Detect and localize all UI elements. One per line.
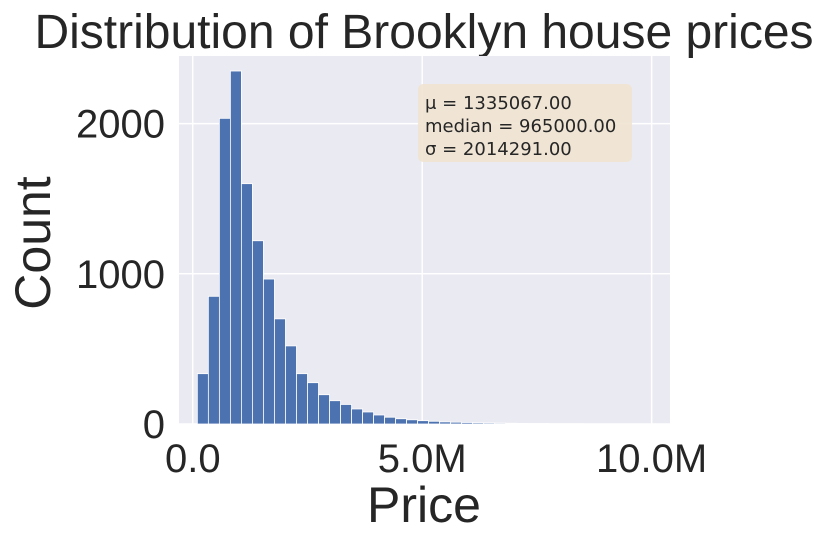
- histogram-bar: [351, 408, 363, 425]
- histogram-bar: [395, 418, 408, 425]
- x-tick-label: 10.0M: [596, 437, 707, 481]
- histogram-bar: [274, 318, 286, 425]
- y-tick-label: 2000: [76, 103, 165, 147]
- histogram-bar: [494, 422, 507, 425]
- histogram-bar: [318, 394, 330, 425]
- chart-title: Distribution of Brooklyn house prices: [34, 6, 813, 59]
- histogram-bar: [450, 421, 463, 425]
- x-tick-label: 0.0: [165, 437, 221, 481]
- histogram-bar: [329, 400, 341, 425]
- x-axis-label: Price: [367, 477, 481, 533]
- stats-mean: μ = 1335067.00: [425, 93, 572, 114]
- histogram-bar: [483, 422, 496, 425]
- histogram-bar: [263, 278, 275, 425]
- histogram-bar: [218, 117, 231, 425]
- histogram-bar: [285, 345, 297, 425]
- histogram-bar: [362, 411, 374, 425]
- y-tick-label: 0: [143, 403, 165, 447]
- stats-box-background: [418, 84, 632, 162]
- histogram-bar: [307, 382, 319, 425]
- histogram-bar: [207, 295, 220, 425]
- histogram-bar: [417, 420, 430, 425]
- histogram-bar: [340, 404, 352, 425]
- y-axis-label: Count: [5, 176, 61, 310]
- histogram-bar: [196, 373, 209, 425]
- y-tick-labels: 0 1000 2000: [76, 103, 165, 447]
- histogram-bar: [373, 414, 385, 425]
- histogram-bar: [241, 183, 253, 425]
- y-tick-label: 1000: [76, 253, 165, 297]
- histogram-bar: [296, 373, 308, 425]
- histogram-bar: [505, 422, 518, 425]
- histogram-bar: [229, 70, 242, 425]
- histogram-bar: [406, 419, 419, 425]
- histogram-bar: [472, 422, 485, 425]
- histogram-bar: [439, 421, 452, 425]
- x-tick-label: 5.0M: [378, 437, 467, 481]
- histogram-bars: [196, 70, 650, 425]
- histogram-bar: [516, 422, 529, 425]
- stats-median: median = 965000.00: [425, 116, 616, 137]
- stats-std: σ = 2014291.00: [425, 139, 572, 160]
- histogram-bar: [428, 420, 441, 425]
- x-tick-labels: 0.0 5.0M 10.0M: [165, 437, 707, 481]
- histogram-bar: [252, 240, 264, 425]
- histogram-bar: [384, 416, 396, 425]
- histogram-bar: [461, 422, 474, 425]
- stats-box: μ = 1335067.00 median = 965000.00 σ = 20…: [418, 84, 632, 162]
